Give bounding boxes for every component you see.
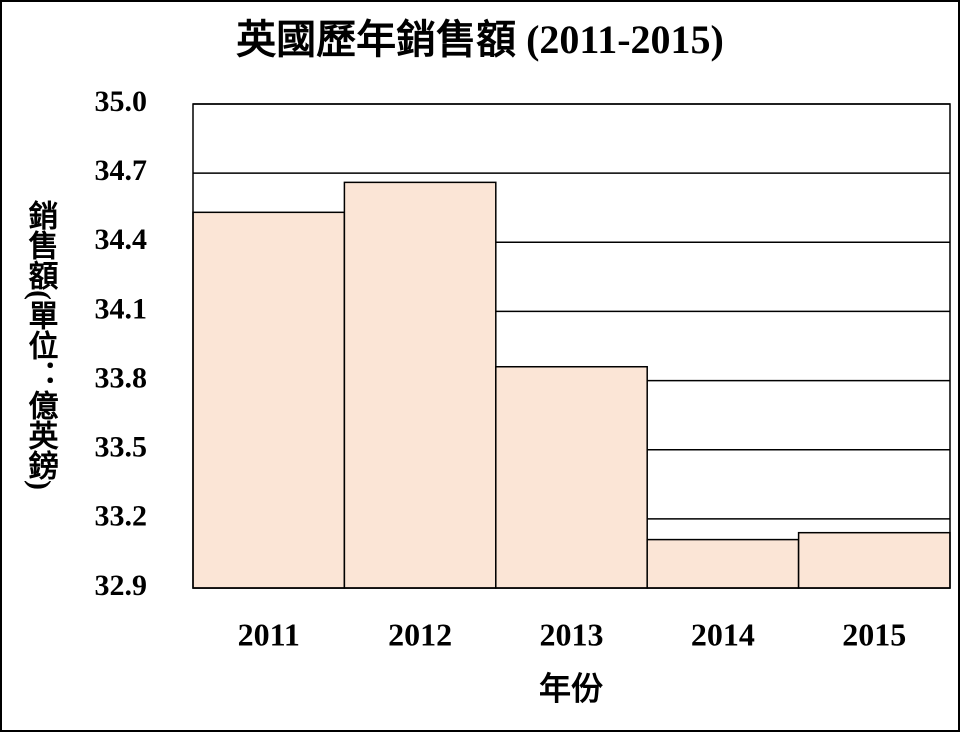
bar bbox=[646, 538, 800, 589]
x-tick-label: 2015 bbox=[842, 616, 906, 652]
y-tick-label: 35.0 bbox=[95, 85, 148, 118]
x-axis-label: 年份 bbox=[539, 670, 603, 706]
chart-title: 英國歷年銷售額 (2011-2015) bbox=[236, 17, 724, 62]
x-tick-label: 2014 bbox=[691, 616, 755, 652]
y-axis-label: 銷售額(單位：億英鎊) bbox=[24, 199, 59, 490]
y-tick-label: 32.9 bbox=[95, 569, 148, 602]
y-tick-label: 34.7 bbox=[95, 154, 148, 187]
bar bbox=[495, 365, 648, 589]
x-tick-label: 2011 bbox=[238, 616, 300, 652]
y-tick-label: 33.2 bbox=[95, 500, 148, 533]
y-tick-label: 34.4 bbox=[95, 223, 148, 256]
bar bbox=[797, 531, 951, 589]
x-tick-label: 2013 bbox=[540, 616, 604, 652]
bar bbox=[343, 181, 497, 589]
y-tick-label: 33.5 bbox=[95, 431, 148, 464]
x-tick-label: 2012 bbox=[388, 616, 452, 652]
bar bbox=[192, 211, 346, 589]
y-tick-label: 33.8 bbox=[95, 361, 148, 394]
y-tick-label: 34.1 bbox=[95, 292, 148, 325]
plot-border bbox=[192, 103, 951, 589]
